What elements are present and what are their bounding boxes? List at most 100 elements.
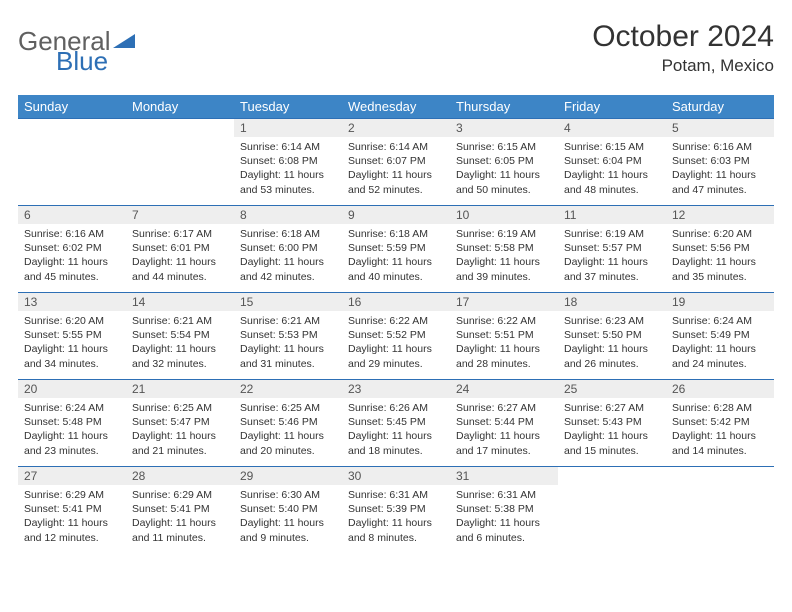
calendar-week-row: 6Sunrise: 6:16 AMSunset: 6:02 PMDaylight… [18,206,774,293]
calendar-day-cell: 13Sunrise: 6:20 AMSunset: 5:55 PMDayligh… [18,293,126,380]
calendar-day-cell: 10Sunrise: 6:19 AMSunset: 5:58 PMDayligh… [450,206,558,293]
calendar-day-cell: 15Sunrise: 6:21 AMSunset: 5:53 PMDayligh… [234,293,342,380]
day-number: 11 [558,206,666,224]
calendar-day-cell: 9Sunrise: 6:18 AMSunset: 5:59 PMDaylight… [342,206,450,293]
calendar-day-cell: 28Sunrise: 6:29 AMSunset: 5:41 PMDayligh… [126,467,234,554]
daylight-text: Daylight: 11 hours and 26 minutes. [564,342,660,370]
day-number: 15 [234,293,342,311]
day-number: 18 [558,293,666,311]
daylight-text: Daylight: 11 hours and 23 minutes. [24,429,120,457]
sunset-text: Sunset: 5:47 PM [132,415,228,429]
sunrise-text: Sunrise: 6:24 AM [672,314,768,328]
sunrise-text: Sunrise: 6:16 AM [672,140,768,154]
daylight-text: Daylight: 11 hours and 18 minutes. [348,429,444,457]
day-number: 4 [558,119,666,137]
day-details: Sunrise: 6:16 AMSunset: 6:03 PMDaylight:… [666,137,774,201]
day-number: 28 [126,467,234,485]
day-number: 12 [666,206,774,224]
day-number: 2 [342,119,450,137]
day-details: Sunrise: 6:19 AMSunset: 5:58 PMDaylight:… [450,224,558,288]
calendar-day-cell [126,119,234,206]
sunset-text: Sunset: 6:03 PM [672,154,768,168]
calendar-day-cell: 4 Sunrise: 6:15 AMSunset: 6:04 PMDaylight… [558,119,666,206]
daylight-text: Daylight: 11 hours and 28 minutes. [456,342,552,370]
daylight-text: Daylight: 11 hours and 14 minutes. [672,429,768,457]
calendar-day-cell: 12Sunrise: 6:20 AMSunset: 5:56 PMDayligh… [666,206,774,293]
day-details: Sunrise: 6:14 AMSunset: 6:07 PMDaylight:… [342,137,450,201]
day-number: 31 [450,467,558,485]
daylight-text: Daylight: 11 hours and 47 minutes. [672,168,768,196]
day-number: 19 [666,293,774,311]
daylight-text: Daylight: 11 hours and 31 minutes. [240,342,336,370]
day-details: Sunrise: 6:22 AMSunset: 5:51 PMDaylight:… [450,311,558,375]
sunrise-text: Sunrise: 6:21 AM [132,314,228,328]
weekday-header-row: Sunday Monday Tuesday Wednesday Thursday… [18,95,774,119]
daylight-text: Daylight: 11 hours and 35 minutes. [672,255,768,283]
sunrise-text: Sunrise: 6:31 AM [456,488,552,502]
sunrise-text: Sunrise: 6:15 AM [456,140,552,154]
day-details: Sunrise: 6:26 AMSunset: 5:45 PMDaylight:… [342,398,450,462]
day-details: Sunrise: 6:28 AMSunset: 5:42 PMDaylight:… [666,398,774,462]
daylight-text: Daylight: 11 hours and 29 minutes. [348,342,444,370]
sunset-text: Sunset: 5:56 PM [672,241,768,255]
sunset-text: Sunset: 5:38 PM [456,502,552,516]
sunrise-text: Sunrise: 6:15 AM [564,140,660,154]
sunrise-text: Sunrise: 6:25 AM [132,401,228,415]
calendar-day-cell: 29Sunrise: 6:30 AMSunset: 5:40 PMDayligh… [234,467,342,554]
day-number: 22 [234,380,342,398]
sunset-text: Sunset: 6:00 PM [240,241,336,255]
weekday-header: Thursday [450,95,558,119]
sunset-text: Sunset: 5:46 PM [240,415,336,429]
daylight-text: Daylight: 11 hours and 50 minutes. [456,168,552,196]
sunrise-text: Sunrise: 6:29 AM [24,488,120,502]
day-details: Sunrise: 6:30 AMSunset: 5:40 PMDaylight:… [234,485,342,549]
day-details: Sunrise: 6:29 AMSunset: 5:41 PMDaylight:… [126,485,234,549]
sunrise-text: Sunrise: 6:17 AM [132,227,228,241]
sunset-text: Sunset: 5:52 PM [348,328,444,342]
day-details: Sunrise: 6:20 AMSunset: 5:56 PMDaylight:… [666,224,774,288]
day-number: 30 [342,467,450,485]
day-details: Sunrise: 6:19 AMSunset: 5:57 PMDaylight:… [558,224,666,288]
day-number: 20 [18,380,126,398]
day-number: 17 [450,293,558,311]
calendar-day-cell: 21Sunrise: 6:25 AMSunset: 5:47 PMDayligh… [126,380,234,467]
day-number: 8 [234,206,342,224]
day-details: Sunrise: 6:17 AMSunset: 6:01 PMDaylight:… [126,224,234,288]
daylight-text: Daylight: 11 hours and 21 minutes. [132,429,228,457]
daylight-text: Daylight: 11 hours and 9 minutes. [240,516,336,544]
day-details: Sunrise: 6:31 AMSunset: 5:38 PMDaylight:… [450,485,558,549]
day-details: Sunrise: 6:31 AMSunset: 5:39 PMDaylight:… [342,485,450,549]
day-number: 1 [234,119,342,137]
sunset-text: Sunset: 5:44 PM [456,415,552,429]
sunset-text: Sunset: 6:04 PM [564,154,660,168]
sunset-text: Sunset: 5:48 PM [24,415,120,429]
weekday-header: Saturday [666,95,774,119]
day-number: 3 [450,119,558,137]
sunrise-text: Sunrise: 6:28 AM [672,401,768,415]
day-number: 6 [18,206,126,224]
day-number: 5 [666,119,774,137]
day-number: 14 [126,293,234,311]
daylight-text: Daylight: 11 hours and 48 minutes. [564,168,660,196]
sunset-text: Sunset: 5:51 PM [456,328,552,342]
calendar-table: Sunday Monday Tuesday Wednesday Thursday… [18,95,774,553]
day-details: Sunrise: 6:27 AMSunset: 5:43 PMDaylight:… [558,398,666,462]
sunrise-text: Sunrise: 6:30 AM [240,488,336,502]
day-number: 23 [342,380,450,398]
sunset-text: Sunset: 5:41 PM [24,502,120,516]
day-number: 24 [450,380,558,398]
daylight-text: Daylight: 11 hours and 24 minutes. [672,342,768,370]
day-details: Sunrise: 6:23 AMSunset: 5:50 PMDaylight:… [558,311,666,375]
day-details: Sunrise: 6:14 AMSunset: 6:08 PMDaylight:… [234,137,342,201]
sunrise-text: Sunrise: 6:23 AM [564,314,660,328]
sunrise-text: Sunrise: 6:29 AM [132,488,228,502]
daylight-text: Daylight: 11 hours and 37 minutes. [564,255,660,283]
calendar-day-cell: 19Sunrise: 6:24 AMSunset: 5:49 PMDayligh… [666,293,774,380]
day-details: Sunrise: 6:22 AMSunset: 5:52 PMDaylight:… [342,311,450,375]
calendar-day-cell: 25Sunrise: 6:27 AMSunset: 5:43 PMDayligh… [558,380,666,467]
sunset-text: Sunset: 6:02 PM [24,241,120,255]
sunrise-text: Sunrise: 6:27 AM [564,401,660,415]
calendar-day-cell: 20Sunrise: 6:24 AMSunset: 5:48 PMDayligh… [18,380,126,467]
day-number: 29 [234,467,342,485]
calendar-day-cell: 23Sunrise: 6:26 AMSunset: 5:45 PMDayligh… [342,380,450,467]
